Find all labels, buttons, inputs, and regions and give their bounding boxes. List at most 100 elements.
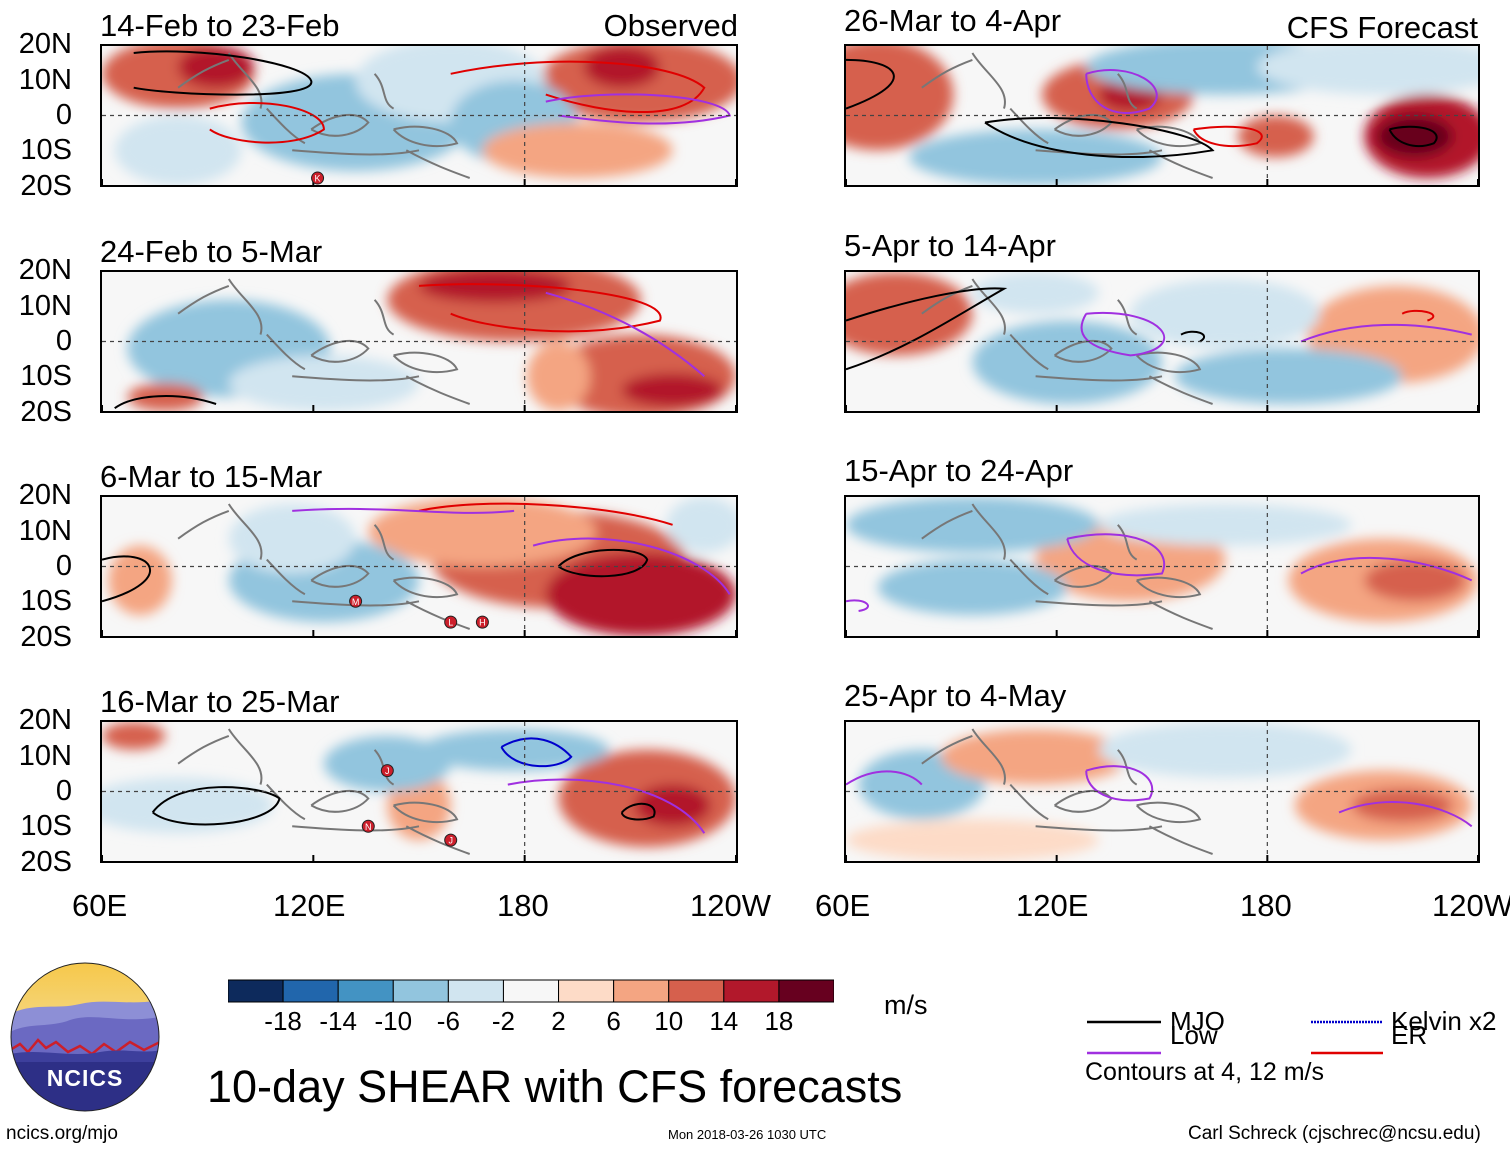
colorbar-swatch [558,979,615,1003]
lat-tick-label: 10S [20,134,72,166]
shear-map [846,497,1478,636]
footer-author[interactable]: Carl Schreck (cjschrec@ncsu.edu) [1188,1123,1481,1144]
colorbar-tick-label: -18 [264,1006,302,1036]
lon-tick-180-left: 180 [497,888,549,923]
map-panel-obs-4: J N J [100,720,738,863]
contour [1388,125,1438,148]
contour [846,287,1008,371]
colorbar-swatch [723,979,780,1003]
shear-anomaly [102,722,166,750]
ncics-logo[interactable]: NCICS [10,962,160,1112]
contour [1085,69,1158,114]
contour [114,395,217,410]
legend-label-mjo: MJO [1170,1006,1225,1036]
lat-tick-label: 0 [55,550,72,582]
storm-letter: H [479,618,486,628]
colorbar-swatch [282,979,339,1003]
shear-map: M L H [102,497,736,636]
legend-note: Contours at 4, 12 m/s [1085,1058,1325,1086]
lat-tick-label: 20N [18,704,72,736]
map-panel-obs-1: K [100,44,738,187]
shear-anomaly [127,383,204,411]
coastline [1117,524,1138,561]
shear-anomaly [1174,348,1403,405]
panel-title-fcst-1: 26-Mar to 4-Apr [844,3,1062,38]
shear-anomaly [846,272,973,356]
map-panel-fcst-2 [844,270,1480,413]
shear-anomaly [846,46,954,151]
coastline [310,790,370,813]
colorbar-swatch [228,979,284,1003]
shear-anomaly [972,320,1162,405]
footer-url[interactable]: ncics.org/mjo [6,1123,118,1144]
coastline [1054,340,1113,363]
panel-title-obs-3: 6-Mar to 15-Mar [100,459,323,494]
coastline [405,375,471,405]
coastline [921,58,973,89]
shear-anomaly [1237,115,1314,158]
contour [532,537,731,595]
coastline [1148,149,1213,179]
lat-tick-label: 10N [18,64,72,96]
contour [500,737,573,768]
shear-anomaly [1256,46,1478,95]
lat-tick-label: 20N [18,254,72,286]
lat-tick-label: 20S [20,170,72,202]
contour [1300,323,1472,343]
map-panel-fcst-4 [844,720,1480,863]
shear-anomaly [323,735,451,792]
map-panel-obs-2 [100,270,738,413]
contour [1338,801,1473,828]
coastline [1117,73,1138,110]
contour [418,502,673,526]
lon-tick-60e-left: 60E [72,888,128,923]
coastline [177,734,230,765]
coastline [971,503,1006,560]
legend-label-er: ER [1391,1020,1428,1050]
shear-anomaly [114,115,242,185]
contour [1080,311,1166,357]
shear-anomaly [108,545,172,616]
shear-anomaly [846,819,1099,861]
coastline [310,340,370,363]
storm-letter: L [448,618,453,628]
coastline [921,284,973,315]
lon-tick-120w-right: 120W [1432,888,1510,923]
coastline [227,728,263,785]
shear-map [846,46,1478,185]
coastline [177,284,230,315]
coastline [1148,600,1213,630]
coastline [177,509,230,540]
panel-title-fcst-3: 15-Apr to 24-Apr [844,453,1074,488]
coastline [392,125,459,147]
shear-map [102,272,736,411]
lat-tick-label: 0 [55,775,72,807]
shear-anomaly [545,552,736,636]
shear-anomaly [1130,278,1320,349]
map-panel-obs-3: M L H [100,495,738,638]
storm-letter: J [385,766,390,776]
contour [418,283,662,333]
coastline [405,149,471,179]
colorbar-swatch [447,979,504,1003]
forecast-label: CFS Forecast [1286,10,1478,45]
coastline [373,524,395,561]
panel-title-obs-2: 24-Feb to 5-Mar [100,234,323,269]
colorbar-unit: m/s [884,990,928,1020]
coastline [405,825,471,855]
contour [846,770,923,786]
coastline [971,52,1006,109]
colorbar-tick-label: 10 [654,1006,684,1036]
legend-line-er [1311,1051,1383,1055]
shear-anomaly [1098,722,1352,778]
lat-tick-label: 20S [20,396,72,428]
coastline [1009,333,1049,371]
storm-marker: K [311,171,325,185]
coastline [405,600,471,630]
coastline [392,801,459,823]
shear-anomaly [846,497,1099,553]
storm-marker: M [349,594,363,608]
shear-map [846,272,1478,411]
colorbar-tick-label: -2 [491,1006,516,1036]
colorbar-swatch [613,979,670,1003]
